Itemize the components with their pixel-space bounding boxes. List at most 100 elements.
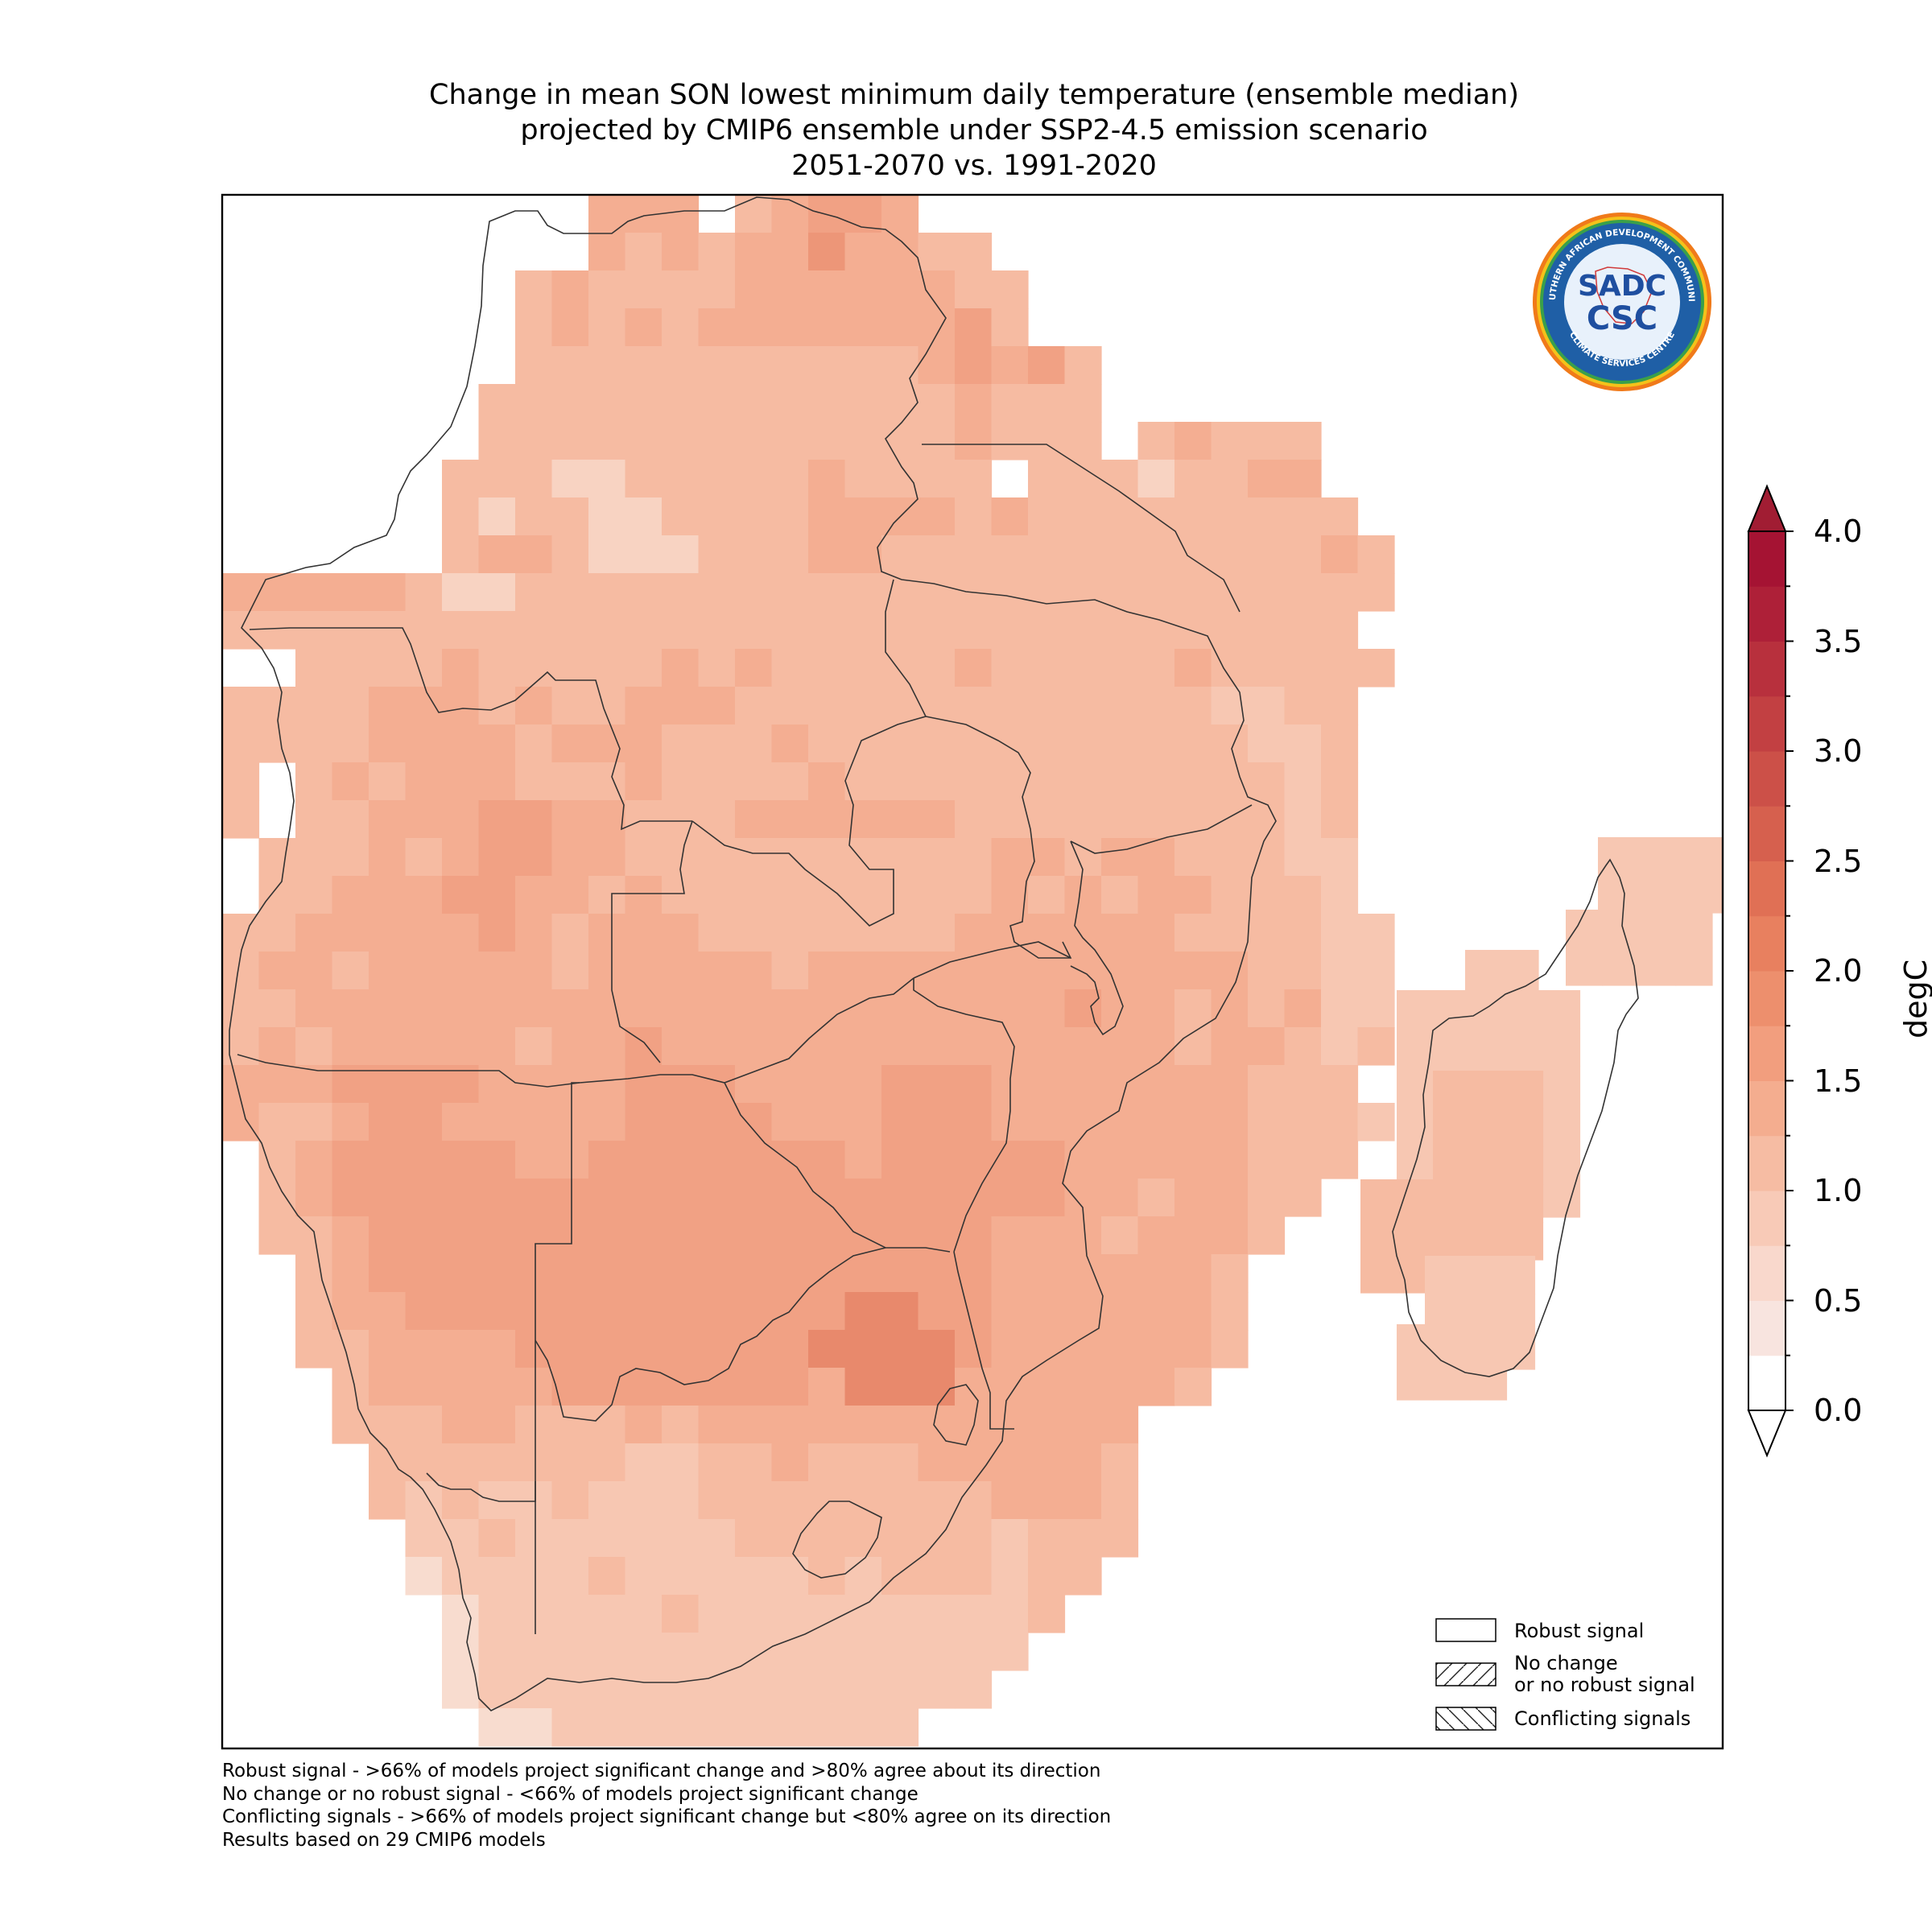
grid-cell (1321, 838, 1359, 877)
mainland-coastline (229, 196, 1277, 1711)
grid-cell (1064, 762, 1102, 801)
colorbar-segment (1748, 1135, 1785, 1191)
colorbar-tick-label: 1.0 (1814, 1173, 1863, 1208)
grid-cell (551, 1595, 589, 1633)
grid-cell (844, 1557, 882, 1596)
grid-cell (1506, 990, 1544, 1029)
grid-cell (771, 573, 809, 612)
grid-cell (442, 1254, 480, 1293)
grid-cell (442, 1481, 480, 1520)
grid-cell (918, 573, 956, 612)
grid-cell (478, 1670, 516, 1709)
zimbabwe-mozambique (913, 978, 1015, 1253)
grid-cell (369, 649, 407, 687)
grid-cell (918, 838, 956, 877)
grid-cell (515, 838, 553, 877)
grid-cell (735, 1557, 773, 1596)
grid-cell (662, 1141, 700, 1179)
grid-cell (955, 460, 993, 498)
grid-cell (1211, 800, 1249, 839)
grid-cell (1028, 1216, 1066, 1255)
grid-cell (222, 724, 260, 763)
grid-cell (332, 649, 369, 687)
grid-cell (735, 346, 773, 385)
grid-cell (1028, 1103, 1066, 1141)
grid-cell (955, 1254, 993, 1293)
grid-cell (771, 687, 809, 725)
grid-cell (991, 1141, 1029, 1179)
grid-cell (1101, 1368, 1139, 1406)
grid-cell (551, 270, 589, 309)
grid-cell (369, 1330, 407, 1368)
grid-cell (1211, 1292, 1249, 1331)
grid-cell (515, 876, 553, 914)
grid-cell (1639, 910, 1677, 948)
grid-cell (295, 1292, 333, 1331)
angola-zambia-border (611, 820, 693, 1063)
grid-cell (405, 1103, 443, 1141)
grid-cell (991, 989, 1029, 1028)
colorbar-segment (1748, 971, 1785, 1026)
grid-cell (258, 1216, 296, 1255)
grid-cell (588, 1557, 626, 1596)
grid-cell (918, 1557, 956, 1596)
grid-cell (955, 1103, 993, 1141)
grid-cell (405, 1141, 443, 1179)
grid-cell (1028, 649, 1066, 687)
grid-cell (662, 308, 700, 347)
grid-cell (844, 1065, 882, 1104)
temperature-grid (222, 195, 1723, 1747)
title-line-2: projected by CMIP6 ensemble under SSP2-4… (520, 114, 1428, 147)
grid-cell (405, 1443, 443, 1482)
grid-cell (405, 724, 443, 763)
grid-cell (955, 1179, 993, 1217)
grid-cell (369, 1216, 407, 1255)
grid-cell (405, 1027, 443, 1066)
grid-cell (698, 876, 736, 914)
grid-cell (1284, 422, 1322, 460)
grid-cell (1321, 687, 1359, 725)
grid-cell (1211, 724, 1249, 763)
grid-cell (844, 1179, 882, 1217)
grid-cell (1321, 914, 1359, 952)
grid-cell (1211, 1179, 1249, 1217)
grid-cell (295, 876, 333, 914)
grid-cell (1284, 460, 1322, 498)
grid-cell (698, 1103, 736, 1141)
grid-cell (991, 1557, 1029, 1596)
botswana-south-africa (535, 1247, 886, 1422)
grid-cell (1433, 1362, 1471, 1401)
grid-cell (735, 1670, 773, 1709)
grid-cell (478, 1216, 516, 1255)
grid-cell (1028, 1330, 1066, 1368)
grid-cell (551, 308, 589, 347)
grid-cell (918, 1141, 956, 1179)
grid-cell (808, 535, 846, 574)
grid-cell (955, 1292, 993, 1331)
grid-cell (698, 687, 736, 725)
grid-cell (662, 1368, 700, 1406)
grid-cell (991, 573, 1029, 612)
grid-cell (991, 876, 1029, 914)
grid-cell (222, 1103, 260, 1141)
grid-cell (295, 762, 333, 801)
grid-cell (515, 1443, 553, 1482)
grid-cell (735, 1065, 773, 1104)
grid-cell (771, 195, 809, 233)
grid-cell (808, 876, 846, 914)
grid-cell (662, 1557, 700, 1596)
grid-cell (735, 1141, 773, 1179)
grid-cell (771, 460, 809, 498)
grid-cell (442, 838, 480, 877)
grid-cell (515, 1103, 553, 1141)
grid-cell (662, 1027, 700, 1066)
colorbar-segment (1748, 1191, 1785, 1246)
grid-cell (662, 1065, 700, 1104)
grid-cell (735, 270, 773, 309)
grid-cell (551, 1670, 589, 1709)
grid-cell (625, 724, 663, 763)
grid-cell (1174, 1027, 1212, 1066)
grid-cell (1543, 990, 1581, 1029)
grid-cell (735, 1179, 773, 1217)
grid-cell (771, 1443, 809, 1482)
